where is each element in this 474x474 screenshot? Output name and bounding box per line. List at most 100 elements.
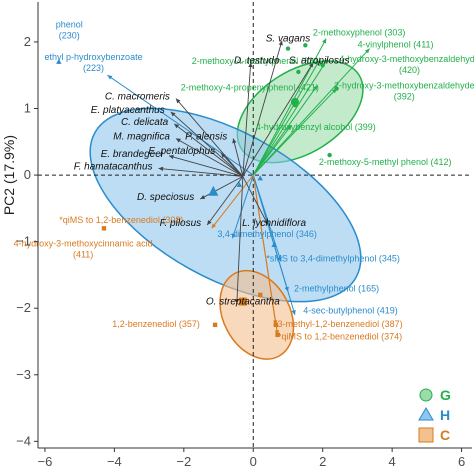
species-arrowhead — [248, 62, 253, 68]
point-H — [236, 182, 243, 188]
point-G — [327, 152, 332, 158]
point-H — [56, 58, 62, 64]
species-arrow — [173, 123, 244, 177]
y-tick-label: 2 — [24, 34, 31, 49]
species-arrow — [200, 176, 244, 200]
variable-arrow — [252, 38, 327, 176]
x-tick-label: −2 — [176, 454, 191, 469]
variable-arrow — [252, 58, 329, 176]
y-tick-label: −4 — [16, 433, 31, 448]
species-label: D. testudo — [234, 56, 280, 67]
species-arrowhead — [234, 298, 240, 304]
variable-label: *sMS to 3,4-dimethylphenol (345) — [266, 254, 400, 264]
variable-label: 4-hydroxybenzyl alcohol (399) — [256, 122, 376, 132]
species-label: S. vagans — [266, 34, 310, 45]
species-label: L. lychnidiflora — [242, 218, 306, 229]
zero-lines — [38, 2, 472, 448]
species-arrow — [242, 62, 314, 177]
species-arrowhead — [278, 40, 283, 46]
species-label: S. atropilosus — [289, 56, 350, 67]
variable-arrowhead — [313, 85, 318, 91]
variable-arrowhead — [277, 256, 282, 262]
variable-label: 2-methoxyphenol (303) — [313, 27, 406, 37]
species-arrowhead — [221, 153, 226, 158]
species-label: P. alensis — [185, 131, 227, 142]
point-C — [275, 332, 280, 338]
y-axis-title: PC2 (17.9%) — [1, 135, 17, 215]
x-tick-label: −6 — [38, 454, 53, 469]
plot-axes: −6 −4 −2 0 2 4 6 −4 −3 −2 −1 0 1 2 — [16, 2, 472, 469]
species-arrow — [158, 167, 243, 177]
variable-arrowhead — [315, 60, 320, 66]
point-G — [303, 43, 308, 48]
species-arrowhead — [200, 195, 206, 200]
species-arrow — [236, 176, 244, 304]
species-label: E. pentalophus — [148, 146, 215, 157]
variable-arrowhead — [323, 58, 328, 64]
variable-label: 2-hydroxy-3-methoxybenzaldehyde (392) — [334, 81, 474, 102]
species-arrow — [170, 111, 244, 177]
x-tick-label: 4 — [389, 454, 396, 469]
variable-label: 4-hydroxy-3-methoxycinnamic acid (411) — [14, 238, 153, 259]
variable-label: 1,2-benzenediol (357) — [112, 319, 200, 329]
variable-arrow — [252, 88, 337, 176]
variable-arrowhead — [286, 125, 292, 131]
species-arrow — [168, 155, 243, 177]
species-arrow — [232, 138, 244, 177]
variable-label: 4-sec-butylphenol (419) — [303, 306, 398, 316]
variable-label: 3-methyl-1,2-benzenediol (387) — [278, 319, 403, 329]
y-tick-label: −2 — [16, 300, 31, 315]
variable-label: ethyl p-hydroxybenzoate (223) — [45, 52, 143, 73]
species-arrow — [175, 98, 244, 177]
y-tick-label: 1 — [24, 101, 31, 116]
species-label: C. macromeris — [105, 92, 170, 103]
species-label: E. brandegeei — [101, 149, 164, 160]
species-arrowhead — [309, 62, 314, 68]
variable-label: *qiMS to 1,2-benzenediol (374) — [278, 331, 402, 341]
species-arrow — [220, 152, 244, 177]
centroid-G — [290, 97, 299, 106]
species-arrow — [242, 40, 283, 177]
variable-arrowhead — [107, 75, 113, 80]
legend-label-G: G — [440, 387, 451, 403]
ellipse-H — [89, 107, 362, 303]
variable-label: 2-methoxy-4-methylphenol (331) — [192, 56, 322, 66]
species-label: O. streptacantha — [206, 297, 280, 308]
point-H — [271, 241, 277, 247]
point-C — [273, 322, 279, 328]
variable-arrow — [231, 174, 254, 239]
point-C — [258, 292, 263, 298]
variable-label: 2-methoxy-4-propenylphenol (421) — [181, 83, 319, 93]
variable-arrowhead — [274, 330, 280, 335]
variable-arrowhead — [211, 223, 217, 229]
variable-arrow — [252, 124, 292, 176]
variable-labels: phenol (230) ethyl p-hydroxybenzoate (223) 2… — [14, 19, 474, 341]
species-arrowhead — [232, 138, 237, 144]
variable-label: 4-vinylphenol (411) — [358, 39, 434, 49]
x-tick-label: 0 — [250, 454, 257, 469]
species-label: D. speciosus — [137, 192, 194, 203]
x-tick-label: −4 — [107, 454, 122, 469]
variable-arrow — [107, 74, 254, 176]
observation-points — [56, 43, 339, 338]
species-arrow — [242, 176, 269, 226]
variable-arrowhead — [322, 38, 327, 44]
x-tick-label: 6 — [458, 454, 465, 469]
species-arrowhead — [174, 123, 180, 129]
variable-label: 4-hydroxy-3-methoxybenzaldehyde (420) — [339, 54, 474, 75]
variable-arrow — [252, 174, 279, 335]
point-G — [320, 63, 325, 68]
variable-arrow — [252, 60, 320, 176]
point-G — [296, 69, 301, 75]
point-C — [212, 322, 218, 328]
point-H — [257, 175, 263, 181]
species-arrow — [175, 138, 244, 177]
variable-arrow — [252, 48, 370, 176]
variable-arrowhead — [291, 309, 296, 315]
y-tick-label: −1 — [16, 234, 31, 249]
variable-arrowhead — [231, 233, 236, 239]
variable-label: *qiMS to 1,2-benzenediol (308) — [59, 215, 183, 225]
point-C — [101, 226, 107, 231]
y-tick-label: 0 — [24, 167, 31, 182]
